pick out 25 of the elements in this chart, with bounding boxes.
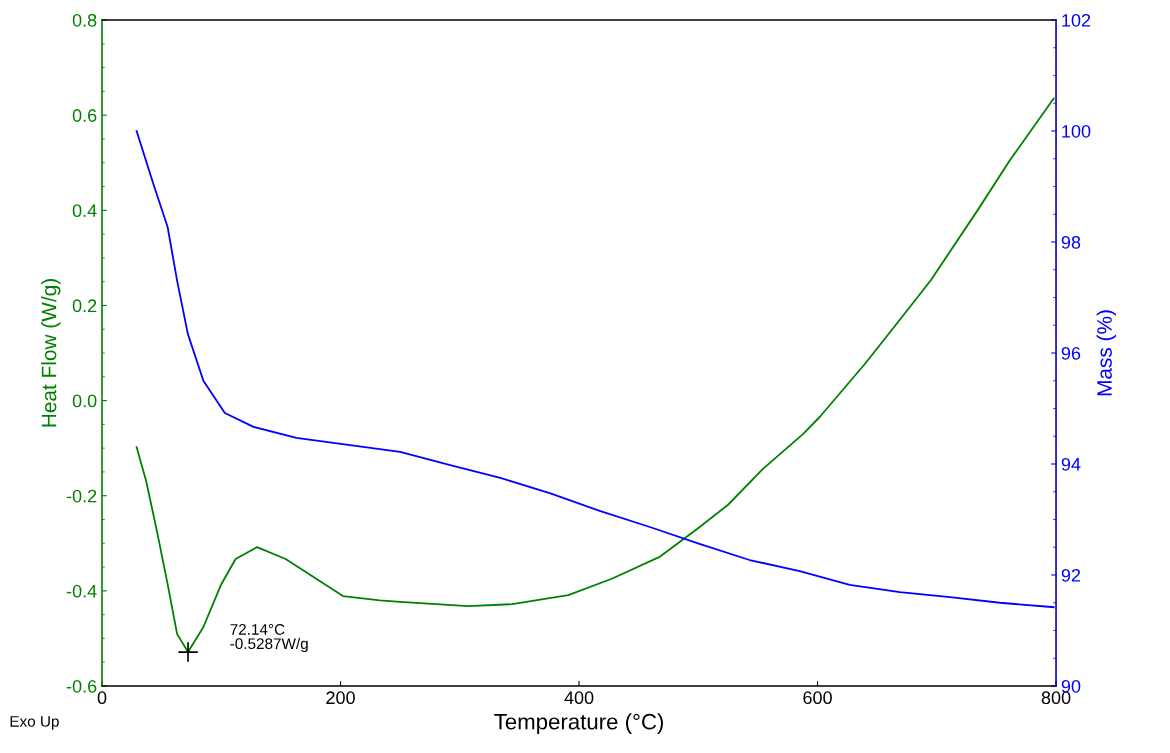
y2-tick-label: 102 xyxy=(1062,13,1091,27)
y-tick-label: -0.2 xyxy=(66,489,97,503)
y-tick-label: 0.4 xyxy=(72,204,97,218)
y-tick-label: 0.8 xyxy=(72,13,97,27)
y-tick-label: 0.0 xyxy=(72,394,97,408)
y2-axis-title: Mass (%) xyxy=(1096,310,1116,396)
x-axis-title: Temperature (°C) xyxy=(494,713,663,734)
y-tick-label: 0.2 xyxy=(72,299,97,313)
y2-tick-label: 94 xyxy=(1061,457,1081,471)
y-tick-label: -0.4 xyxy=(66,584,97,598)
y-axis-title: Heat Flow (W/g) xyxy=(41,279,61,427)
x-tick-label: 400 xyxy=(564,691,594,705)
y2-tick-label: 90 xyxy=(1061,679,1081,693)
y2-tick-label: 98 xyxy=(1061,235,1081,249)
y2-tick-label: 96 xyxy=(1061,346,1081,360)
y2-tick-label: 92 xyxy=(1061,568,1081,582)
y2-tick-label: 100 xyxy=(1062,124,1091,138)
x-tick-label: 0 xyxy=(97,691,107,705)
x-tick-label: 800 xyxy=(1041,691,1071,705)
x-tick-label: 200 xyxy=(326,691,355,705)
x-tick-label: 600 xyxy=(803,691,832,705)
annotation: 72.14°C -0.5287W/g xyxy=(230,623,308,653)
text: Exo Up xyxy=(10,716,59,730)
y-tick-label: 0.6 xyxy=(72,109,97,122)
y-tick-label: -0.6 xyxy=(66,679,97,693)
